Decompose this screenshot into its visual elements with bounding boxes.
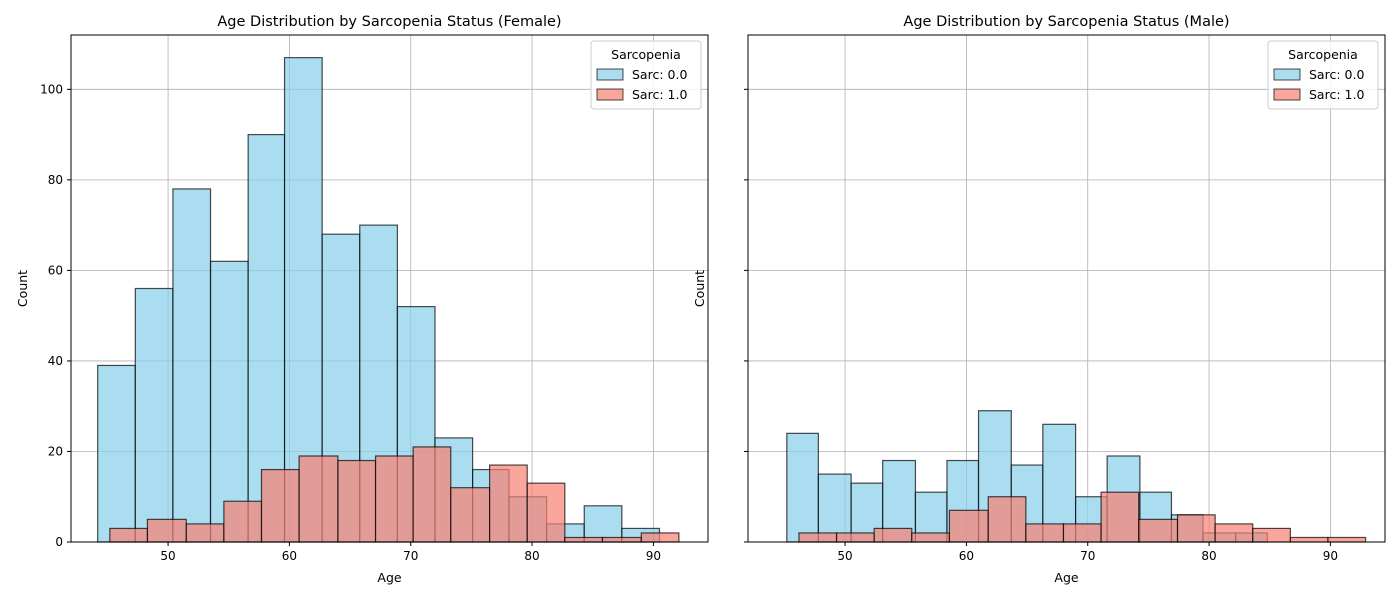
y-tick-label: 60 [48,263,63,277]
histogram-bar [374,455,414,543]
x-tick-label: 60 [282,549,297,563]
legend: Sarcopenia Sarc: 0.0 Sarc: 1.0 [590,40,702,110]
histogram-bar [948,509,989,543]
chart-panel-1: 50 60 70 80 90 0 20 40 60 80 100 Age Distribution b… [15,14,709,585]
legend-label: Sarc: 0.0 [632,67,687,82]
histogram-bar [873,527,913,543]
histogram-bar [1327,536,1367,543]
x-tick-label: 80 [524,549,539,563]
y-tick-label: 80 [48,173,63,187]
histogram-bar [583,505,623,543]
histogram-bar [1214,523,1254,543]
y-tick-label: 100 [40,82,63,96]
histogram-bar [601,536,642,543]
histogram-bar [450,487,491,543]
histogram-bar [1138,518,1179,543]
histogram-bar [172,188,212,543]
histogram-bar [850,482,884,543]
histogram-bar [109,527,149,543]
x-tick-label: 80 [1201,549,1216,563]
legend-swatch [596,68,624,81]
histogram-bar [209,260,249,543]
legend-label: Sarc: 1.0 [1309,87,1364,102]
chart-title: Age Distribution by Sarcopenia Status (M… [903,14,1229,30]
x-axis-label: Age [377,570,401,585]
histogram-bar [1100,491,1140,543]
legend-label: Sarc: 0.0 [1309,67,1364,82]
histogram-bar [564,536,604,543]
y-tick-label: 20 [48,444,63,458]
x-tick-label: 50 [837,549,852,563]
y-axis-label: Count [15,270,30,307]
histogram-bar [223,500,263,543]
histogram-bar [185,523,225,543]
histogram-bar [298,455,339,543]
histogram-bar [786,432,819,543]
axes-frame [70,34,709,543]
y-tick-label: 0 [55,535,63,549]
legend-title: Sarcopenia [1288,47,1358,62]
histogram-bar [1042,423,1077,543]
histogram-bar [489,464,528,543]
y-axis-label: Count [692,270,707,307]
histogram-bar [835,532,875,543]
series-2 [109,446,680,543]
histogram-bar [1062,523,1102,543]
histogram-bar [412,446,452,543]
legend-swatch [1273,68,1301,81]
x-tick-label: 70 [403,549,418,563]
histogram-bar [97,364,136,543]
histogram-bar [817,473,852,543]
histogram-bar [1289,536,1329,543]
histogram-bar [337,459,377,543]
histogram-bar [526,482,566,543]
histogram-bar [987,496,1027,543]
x-tick-label: 70 [1080,549,1095,563]
histogram-bar [260,468,300,543]
axes-frame [747,34,1386,543]
legend-label: Sarc: 1.0 [632,87,687,102]
histogram-bar [134,287,174,543]
histogram-bar [798,532,838,543]
legend-title: Sarcopenia [611,47,681,62]
chart-title: Age Distribution by Sarcopenia Status (F… [217,14,561,30]
legend: Sarcopenia Sarc: 0.0 Sarc: 1.0 [1267,40,1379,110]
x-tick-label: 90 [646,549,661,563]
histogram-bar [911,532,951,543]
histogram-bar [640,532,680,543]
x-tick-label: 60 [959,549,974,563]
x-tick-label: 50 [160,549,175,563]
legend-swatch [1273,88,1301,101]
histogram-bar [1025,523,1065,543]
x-tick-label: 90 [1323,549,1338,563]
x-axis-label: Age [1054,570,1078,585]
histogram-bar [1176,514,1216,543]
legend-swatch [596,88,624,101]
chart-panel-2: 50 60 70 80 90 Age Distribution by Sarcopenia… [692,14,1386,585]
y-tick-label: 40 [48,354,63,368]
histogram-bar [146,518,187,543]
histogram-bar [1252,527,1291,543]
